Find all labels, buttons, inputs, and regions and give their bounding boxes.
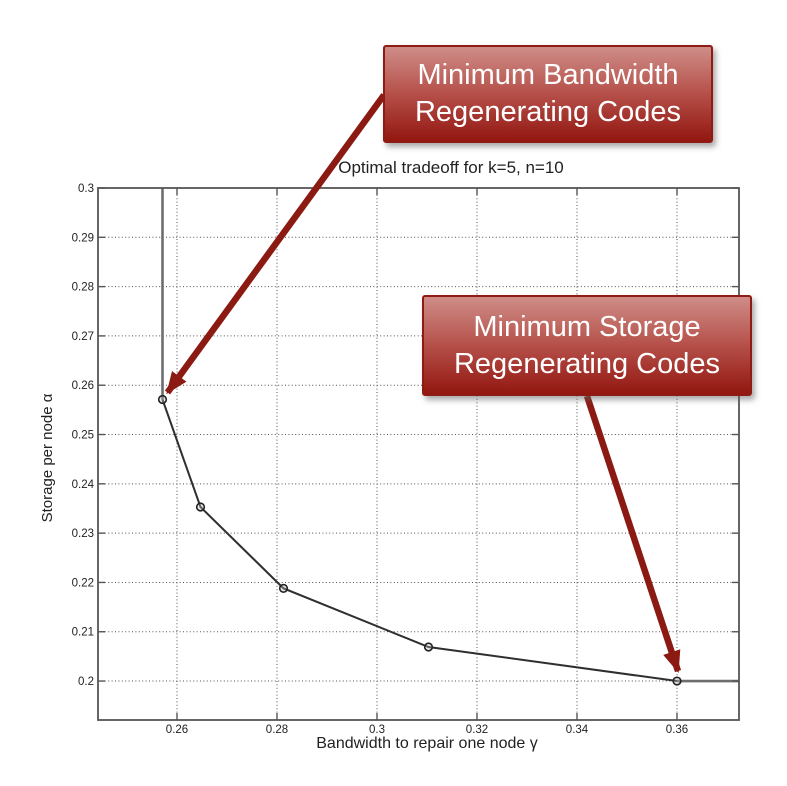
svg-text:0.3: 0.3 — [369, 724, 385, 736]
svg-text:0.26: 0.26 — [166, 724, 188, 736]
svg-text:0.3: 0.3 — [78, 183, 94, 195]
svg-text:0.36: 0.36 — [666, 724, 688, 736]
y-tick-labels: 0.2 0.21 0.22 0.23 0.24 0.25 0.26 0.27 0.28 0.29 0… — [72, 183, 95, 688]
svg-text:0.22: 0.22 — [72, 577, 94, 589]
svg-text:0.23: 0.23 — [72, 528, 94, 540]
axis-tick-marks — [98, 187, 739, 720]
svg-text:0.27: 0.27 — [72, 331, 94, 343]
tradeoff-curve — [161, 399, 678, 683]
svg-text:0.32: 0.32 — [466, 724, 488, 736]
data-point-marker — [195, 502, 206, 512]
svg-text:0.25: 0.25 — [72, 430, 94, 442]
svg-text:0.28: 0.28 — [266, 724, 288, 736]
y-axis-label: Storage per node α — [39, 393, 56, 522]
callout-mbr-line1: Minimum Bandwidth — [417, 59, 679, 91]
svg-text:0.28: 0.28 — [72, 282, 94, 294]
callout-mbr-line2: Regenerating Codes — [414, 96, 681, 128]
grid-lines — [98, 187, 739, 720]
x-tick-labels: 0.26 0.28 0.3 0.32 0.34 0.36 — [166, 724, 688, 736]
callout-msr-line2: Regenerating Codes — [453, 347, 720, 380]
svg-text:0.24: 0.24 — [72, 479, 95, 491]
svg-text:0.2: 0.2 — [78, 676, 94, 688]
svg-text:0.29: 0.29 — [72, 232, 94, 244]
data-point-markers — [157, 394, 682, 686]
callout-minimum-storage-regenerating-codes: Minimum Storage Regenerating Codes — [422, 295, 752, 396]
data-point-marker — [423, 642, 434, 652]
chart-title: Optimal tradeoff for k=5, n=10 — [338, 158, 564, 177]
svg-text:0.21: 0.21 — [72, 627, 94, 639]
plot-frame — [97, 187, 740, 721]
callout-msr-line1: Minimum Storage — [473, 310, 701, 343]
data-point-marker — [672, 676, 682, 686]
svg-text:0.34: 0.34 — [566, 724, 589, 736]
callout-minimum-bandwidth-regenerating-codes: Minimum Bandwidth Regenerating Codes — [383, 45, 713, 143]
data-point-marker — [157, 394, 168, 405]
data-point-marker — [278, 583, 289, 593]
x-axis-label: Bandwidth to repair one node γ — [316, 735, 537, 752]
svg-text:0.26: 0.26 — [72, 380, 94, 392]
